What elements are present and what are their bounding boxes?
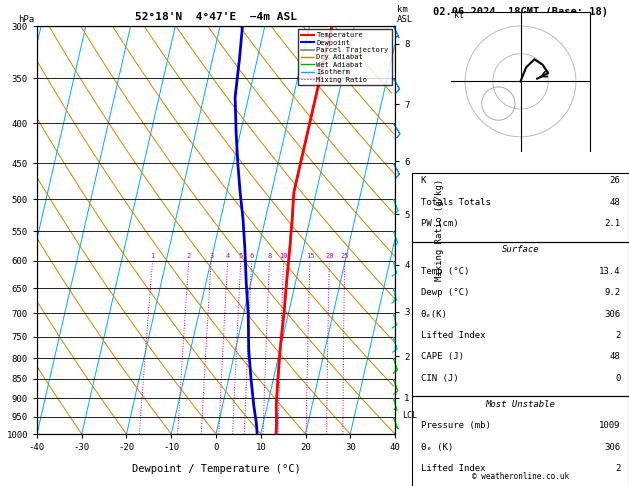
Text: θₑ (K): θₑ (K) — [421, 443, 453, 452]
Text: © weatheronline.co.uk: © weatheronline.co.uk — [472, 472, 569, 481]
Text: 3: 3 — [209, 253, 213, 259]
Text: 48: 48 — [610, 198, 620, 207]
Text: 306: 306 — [604, 310, 620, 319]
Bar — [412, 242, 629, 396]
Text: θₑ(K): θₑ(K) — [421, 310, 448, 319]
Text: Lifted Index: Lifted Index — [421, 331, 485, 340]
Text: Mixing Ratio (g/kg): Mixing Ratio (g/kg) — [435, 179, 445, 281]
Text: kt: kt — [454, 11, 464, 20]
Text: Pressure (mb): Pressure (mb) — [421, 421, 491, 431]
Text: Dewp (°C): Dewp (°C) — [421, 288, 469, 297]
Text: Lifted Index: Lifted Index — [421, 464, 485, 473]
Text: 9.2: 9.2 — [604, 288, 620, 297]
Text: CAPE (J): CAPE (J) — [421, 352, 464, 362]
Text: Surface: Surface — [502, 245, 539, 255]
Text: 5: 5 — [238, 253, 243, 259]
Text: 0: 0 — [615, 374, 620, 383]
Text: 6: 6 — [250, 253, 254, 259]
Text: 2: 2 — [615, 331, 620, 340]
Text: 2: 2 — [187, 253, 191, 259]
Text: Totals Totals: Totals Totals — [421, 198, 491, 207]
Text: 2.1: 2.1 — [604, 219, 620, 228]
Text: 10: 10 — [279, 253, 288, 259]
Text: 1: 1 — [150, 253, 155, 259]
Text: km
ASL: km ASL — [397, 4, 413, 24]
Text: Temp (°C): Temp (°C) — [421, 267, 469, 276]
Text: 48: 48 — [610, 352, 620, 362]
Text: Dewpoint / Temperature (°C): Dewpoint / Temperature (°C) — [131, 464, 301, 474]
Text: 8: 8 — [267, 253, 272, 259]
Text: 02.06.2024  18GMT (Base: 18): 02.06.2024 18GMT (Base: 18) — [433, 7, 608, 17]
Text: 13.4: 13.4 — [599, 267, 620, 276]
Legend: Temperature, Dewpoint, Parcel Trajectory, Dry Adiabat, Wet Adiabat, Isotherm, Mi: Temperature, Dewpoint, Parcel Trajectory… — [298, 30, 391, 86]
Text: 52°18'N  4°47'E  −4m ASL: 52°18'N 4°47'E −4m ASL — [135, 12, 297, 22]
Bar — [412, 396, 629, 486]
Text: hPa: hPa — [18, 15, 34, 24]
Text: CIN (J): CIN (J) — [421, 374, 459, 383]
Text: LCL: LCL — [402, 412, 417, 420]
Text: 20: 20 — [325, 253, 333, 259]
Text: Most Unstable: Most Unstable — [486, 400, 555, 409]
Text: PW (cm): PW (cm) — [421, 219, 459, 228]
Bar — [412, 173, 629, 242]
Text: 306: 306 — [604, 443, 620, 452]
Text: K: K — [421, 176, 426, 186]
Text: 2: 2 — [615, 464, 620, 473]
Text: 25: 25 — [340, 253, 349, 259]
Text: 15: 15 — [306, 253, 314, 259]
Text: 4: 4 — [226, 253, 230, 259]
Text: 26: 26 — [610, 176, 620, 186]
Text: 1009: 1009 — [599, 421, 620, 431]
